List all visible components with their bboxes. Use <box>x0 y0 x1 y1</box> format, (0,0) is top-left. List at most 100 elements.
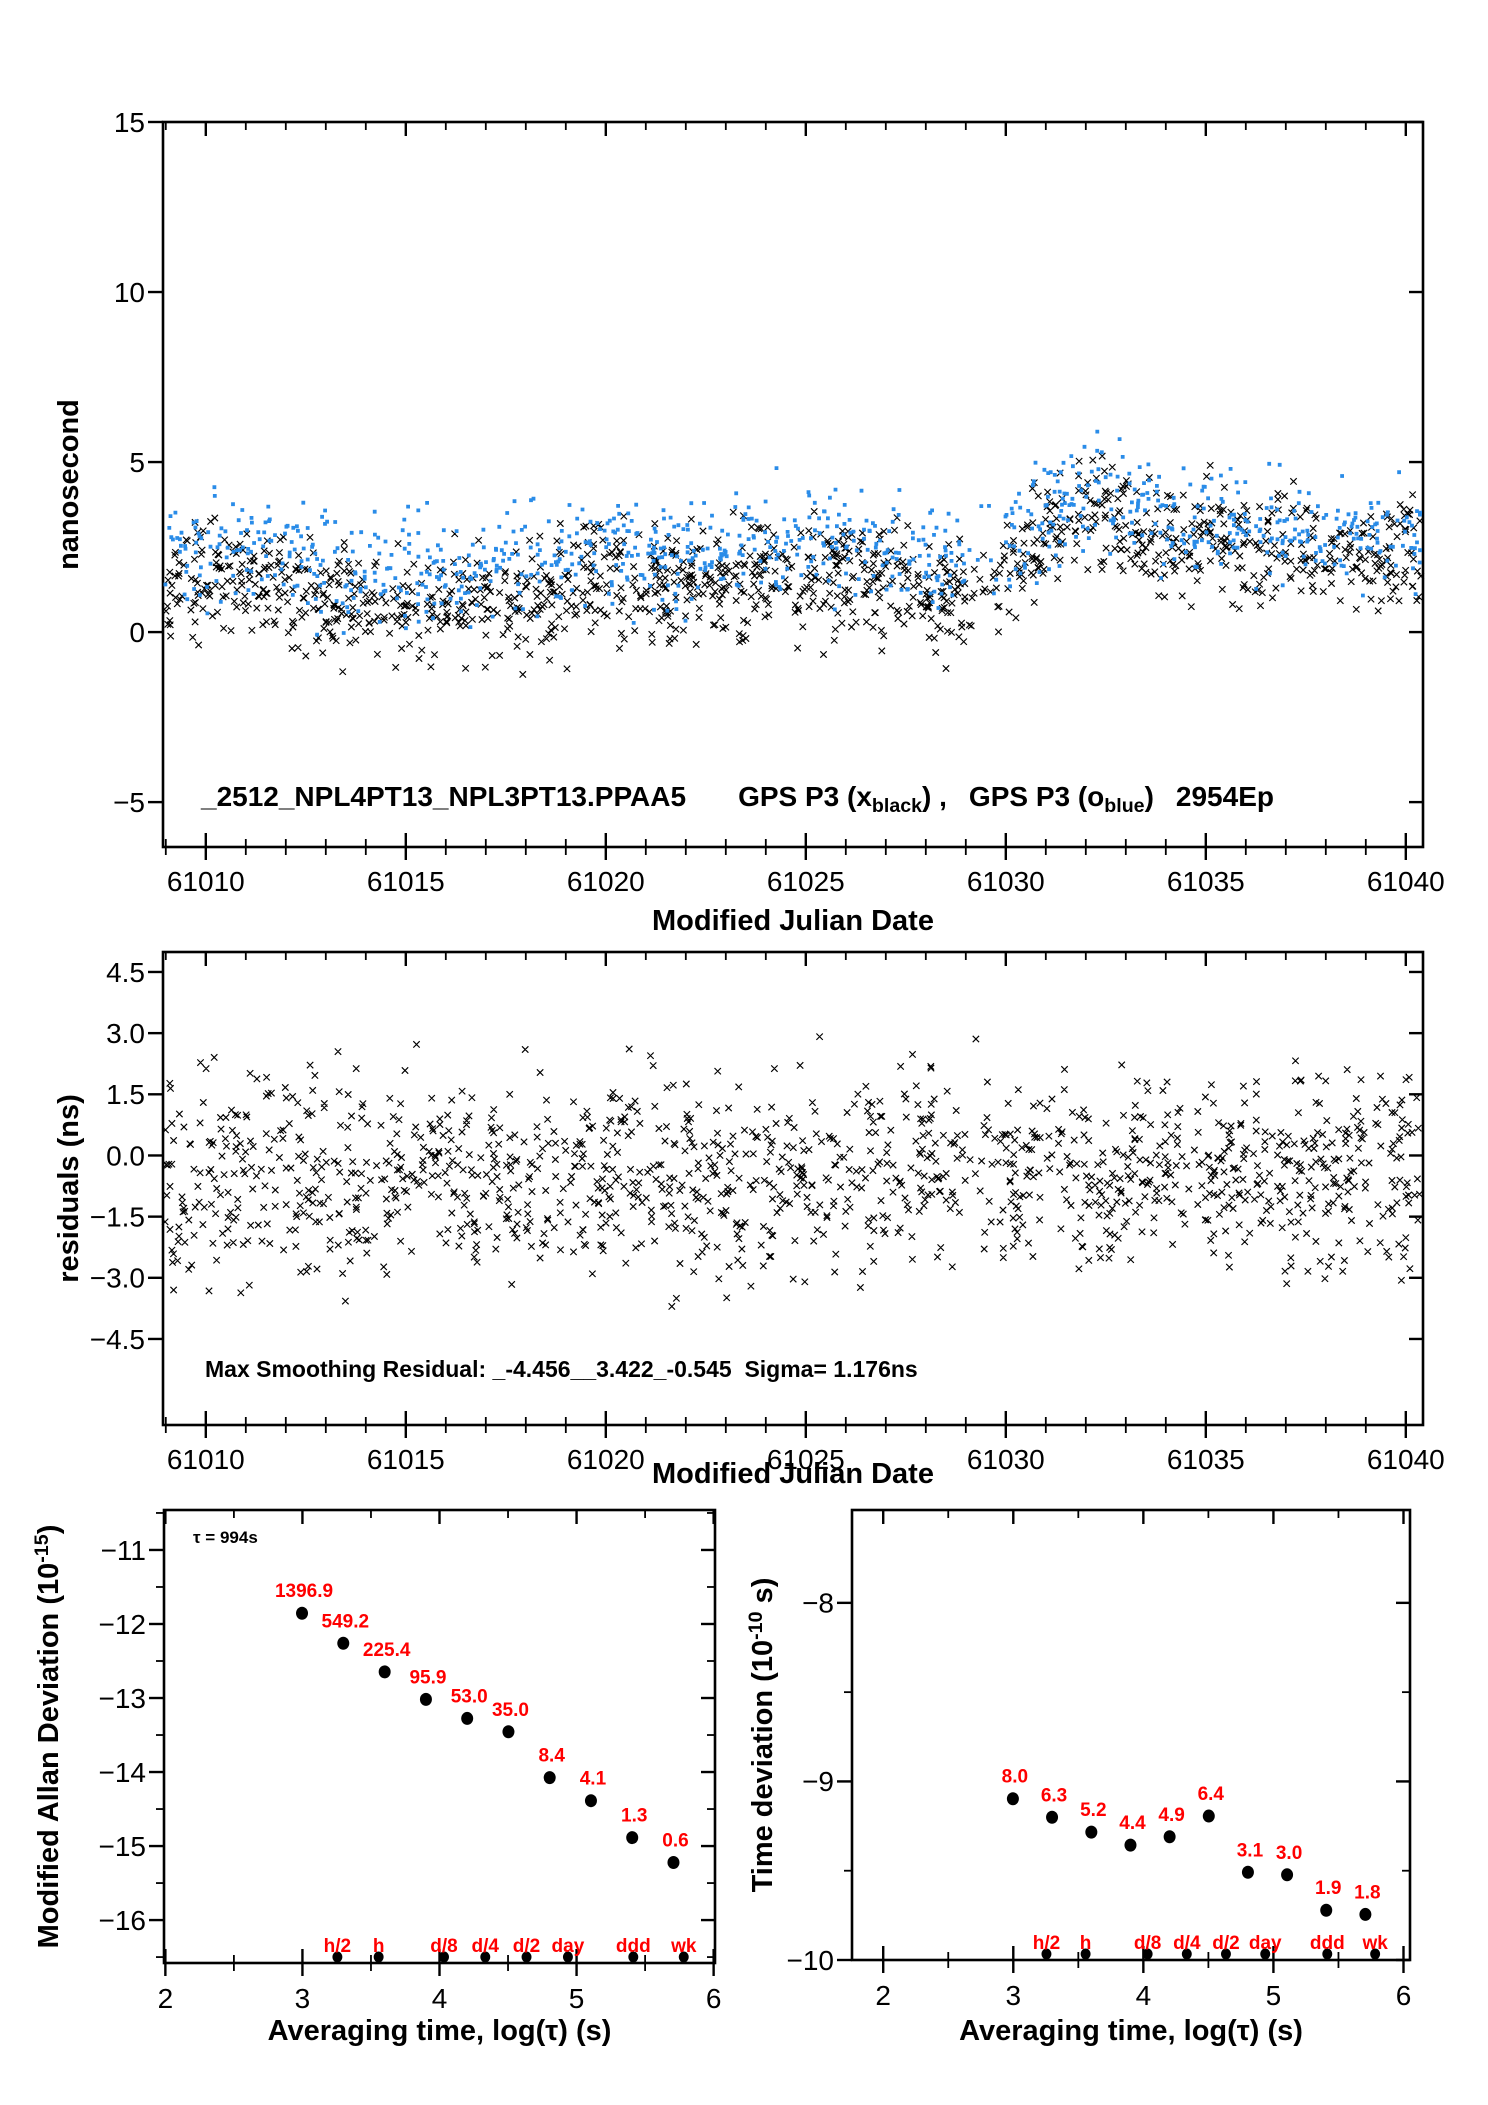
svg-text:−4.5: −4.5 <box>90 1324 145 1355</box>
time-deviation-point <box>1085 1825 1098 1839</box>
title-series2-sub: blue <box>1104 795 1145 817</box>
svg-text:3: 3 <box>295 1983 311 2014</box>
residuals-scatter-xaxis-title: Modified Julian Date <box>652 1458 934 1490</box>
svg-text:h: h <box>373 1936 385 1957</box>
svg-text:35.0: 35.0 <box>492 1700 529 1721</box>
time-deviation-duration-dot <box>1370 1948 1381 1960</box>
svg-text:d/8: d/8 <box>1134 1933 1161 1954</box>
svg-text:0.6: 0.6 <box>662 1830 688 1851</box>
modified-allan-deviation-point <box>626 1831 639 1845</box>
svg-text:h: h <box>1080 1933 1092 1954</box>
modified-allan-deviation-point <box>419 1692 432 1706</box>
svg-text:0.0: 0.0 <box>106 1140 145 1171</box>
svg-text:ddd: ddd <box>616 1936 651 1957</box>
modified-allan-deviation-point <box>584 1794 597 1808</box>
title-epoch-count: 2954Ep <box>1175 781 1274 812</box>
svg-text:549.2: 549.2 <box>322 1611 370 1632</box>
modified-allan-deviation-panel: 2 3 4 5 6 −11 −12 −13 −14 −15 −16 Averaging time, l… <box>31 1508 721 2047</box>
svg-text:wk: wk <box>670 1936 697 1957</box>
time-deviation-point <box>1046 1810 1059 1824</box>
svg-text:2: 2 <box>875 1980 891 2011</box>
modified-allan-deviation-point <box>502 1725 515 1739</box>
svg-text:95.9: 95.9 <box>409 1667 446 1688</box>
svg-text:h/2: h/2 <box>324 1936 351 1957</box>
modified-allan-deviation-yaxis-title: Modified Allan Deviation (10-15) <box>31 1525 65 1949</box>
svg-text:1.5: 1.5 <box>106 1079 145 1110</box>
modified-allan-deviation-point <box>461 1711 474 1725</box>
svg-text:1.8: 1.8 <box>1354 1882 1380 1903</box>
svg-text:day: day <box>552 1936 585 1957</box>
modified-allan-deviation-duration-dot <box>562 1951 573 1963</box>
svg-text:61010: 61010 <box>167 866 245 897</box>
svg-text:61025: 61025 <box>767 1444 845 1475</box>
svg-text:ddd: ddd <box>1310 1933 1345 1954</box>
svg-text:−3.0: −3.0 <box>90 1263 145 1294</box>
svg-text:1.3: 1.3 <box>621 1806 647 1827</box>
title-series1-pre: GPS P3 (x <box>738 781 872 812</box>
svg-text:6.3: 6.3 <box>1041 1785 1067 1806</box>
svg-text:0: 0 <box>129 617 145 648</box>
gps-offset-scatter-yaxis-title: nanosecond <box>53 399 85 570</box>
svg-text:5: 5 <box>1266 1980 1282 2011</box>
svg-text:2: 2 <box>158 1983 174 2014</box>
time-deviation-point <box>1124 1838 1137 1852</box>
svg-text:d/2: d/2 <box>1212 1933 1239 1954</box>
svg-text:61020: 61020 <box>567 866 645 897</box>
modified-allan-deviation-duration-dot <box>521 1951 532 1963</box>
modified-allan-deviation-point <box>378 1665 391 1679</box>
time-deviation-point <box>1359 1907 1372 1921</box>
time-deviation-point <box>1320 1903 1333 1917</box>
modified-allan-deviation-duration-dot <box>373 1951 384 1963</box>
modified-allan-deviation-duration-dot <box>628 1951 639 1963</box>
time-deviation-duration-dot <box>1322 1948 1333 1960</box>
modified-allan-deviation-duration-dot <box>332 1951 343 1963</box>
time-deviation-duration-dot <box>1080 1948 1091 1960</box>
tau-annotation: τ = 994s <box>193 1528 258 1547</box>
svg-text:61040: 61040 <box>1367 866 1445 897</box>
svg-text:15: 15 <box>114 107 145 138</box>
svg-text:d/4: d/4 <box>472 1936 500 1957</box>
svg-text:3.1: 3.1 <box>1237 1840 1264 1861</box>
svg-text:4.1: 4.1 <box>580 1769 607 1790</box>
svg-text:wk: wk <box>1361 1933 1388 1954</box>
title-dataset: _2512_NPL4PT13_NPL3PT13.PPAA5 <box>201 781 687 812</box>
modified-allan-deviation-duration-dot <box>678 1951 689 1963</box>
svg-text:d/8: d/8 <box>430 1936 457 1957</box>
modified-allan-deviation-duration-dot <box>439 1951 450 1963</box>
svg-text:61040: 61040 <box>1367 1444 1445 1475</box>
title-series2-pre: GPS P3 (o <box>968 781 1105 812</box>
svg-text:6: 6 <box>1396 1980 1412 2011</box>
svg-text:−8: −8 <box>802 1588 834 1619</box>
svg-text:8.0: 8.0 <box>1002 1767 1028 1788</box>
time-deviation-duration-dot <box>1181 1948 1192 1960</box>
svg-text:225.4: 225.4 <box>363 1640 411 1661</box>
time-deviation-point <box>1202 1809 1215 1823</box>
svg-text:d/2: d/2 <box>513 1936 540 1957</box>
svg-text:−12: −12 <box>99 1609 147 1640</box>
time-deviation-point <box>1281 1868 1294 1882</box>
gps-offset-scatter-panel: 61010 61015 61020 61025 61030 61035 61040 −5 0 5 1… <box>53 107 1445 937</box>
title-series2-post: ) <box>1144 781 1154 812</box>
title-series1-sub: black <box>871 795 923 817</box>
svg-text:10: 10 <box>114 277 145 308</box>
svg-text:61030: 61030 <box>967 866 1045 897</box>
svg-text:−9: −9 <box>802 1766 834 1797</box>
svg-text:4.9: 4.9 <box>1158 1805 1184 1826</box>
svg-text:61030: 61030 <box>967 1444 1045 1475</box>
time-deviation-xaxis-title: Averaging time, log(τ) (s) <box>959 2015 1303 2047</box>
svg-text:61015: 61015 <box>367 866 445 897</box>
residuals-scatter-series-0 <box>161 1033 1424 1311</box>
svg-text:61010: 61010 <box>167 1444 245 1475</box>
svg-text:−15: −15 <box>99 1831 147 1862</box>
svg-text:−11: −11 <box>101 1535 146 1566</box>
svg-text:1.9: 1.9 <box>1315 1878 1341 1899</box>
svg-text:8.4: 8.4 <box>538 1746 565 1767</box>
svg-text:3: 3 <box>1005 1980 1021 2011</box>
svg-text:−13: −13 <box>99 1683 147 1714</box>
svg-text:3.0: 3.0 <box>106 1018 145 1049</box>
residuals-scatter-yaxis-title: residuals (ns) <box>53 1094 85 1283</box>
time-deviation-duration-dot <box>1220 1948 1231 1960</box>
time-deviation-point <box>1241 1865 1254 1879</box>
svg-text:−14: −14 <box>99 1757 147 1788</box>
